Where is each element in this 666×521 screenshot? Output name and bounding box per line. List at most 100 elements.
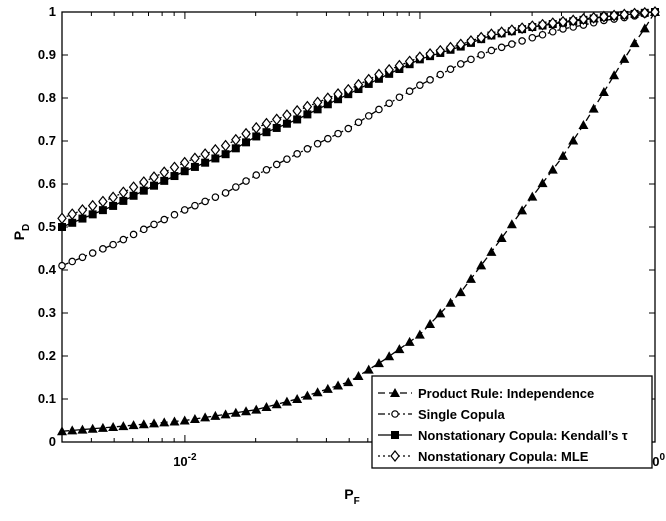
series-marker — [139, 186, 148, 195]
series-marker — [568, 14, 578, 27]
legend-marker — [390, 388, 400, 397]
series-marker — [578, 120, 589, 130]
y-axis-ticks: 0 0.1 0.2 0.3 0.4 0.5 0.6 0.7 0.8 0.9 1 — [38, 4, 655, 449]
series-marker — [467, 55, 475, 64]
series-layer — [57, 6, 660, 436]
series-marker — [292, 393, 303, 403]
series-marker — [404, 55, 415, 68]
series-marker — [445, 297, 456, 307]
series-marker — [353, 370, 364, 380]
legend-item: Single Copula — [378, 407, 505, 422]
series-marker — [384, 351, 395, 361]
series-marker — [201, 158, 210, 167]
series-marker — [496, 233, 507, 243]
series-marker — [547, 164, 558, 174]
series-marker — [404, 336, 415, 346]
series-marker — [629, 7, 640, 20]
series-marker — [139, 176, 149, 189]
series-marker — [282, 119, 291, 128]
series-marker — [609, 9, 619, 22]
series-marker — [578, 13, 589, 25]
series-marker — [507, 24, 517, 37]
series-marker — [629, 38, 640, 48]
series-marker — [261, 401, 272, 411]
series-marker — [292, 104, 302, 117]
legend-label: Nonstationary Copula: MLE — [418, 449, 589, 464]
legend-item: Product Rule: Independence — [378, 386, 594, 401]
series-marker — [241, 406, 252, 416]
y-axis-label-sub: D — [21, 224, 32, 231]
series-marker — [312, 96, 323, 109]
series-marker — [67, 208, 77, 221]
series-marker — [221, 150, 230, 159]
series-marker — [180, 167, 189, 176]
series-marker — [557, 150, 568, 160]
series-marker — [201, 197, 209, 206]
series-marker — [160, 215, 169, 224]
series-marker — [272, 160, 281, 169]
series-marker — [385, 99, 393, 108]
series-marker — [210, 143, 221, 156]
series-marker — [88, 249, 97, 257]
series-marker — [598, 87, 609, 97]
series-marker — [190, 162, 199, 171]
series-marker — [425, 318, 436, 328]
series-marker — [282, 109, 292, 122]
series-marker — [415, 51, 425, 64]
series-marker — [149, 171, 159, 184]
series-marker — [88, 210, 97, 219]
series-marker — [97, 422, 108, 432]
series-marker — [527, 20, 538, 33]
series-1 — [57, 7, 660, 436]
series-marker — [231, 144, 240, 153]
series-marker — [405, 87, 414, 96]
series-marker — [477, 51, 485, 59]
series-marker — [200, 412, 211, 422]
series-marker — [343, 83, 354, 96]
series-marker — [128, 181, 139, 194]
series-marker — [476, 31, 486, 44]
series-marker — [179, 415, 190, 425]
series-marker — [312, 387, 323, 397]
legend-marker — [391, 410, 399, 418]
y-tick-label: 0.2 — [38, 348, 56, 363]
series-marker — [414, 329, 425, 339]
legend: Product Rule: Independence Single Copula N… — [371, 375, 653, 469]
series-marker — [487, 46, 496, 55]
series-marker — [395, 93, 404, 102]
x-axis-label-main: P — [344, 486, 353, 502]
series-marker — [435, 44, 446, 57]
series-marker — [78, 214, 87, 223]
series-marker — [293, 115, 302, 124]
series-marker — [109, 240, 117, 249]
series-marker — [323, 92, 333, 105]
series-marker — [426, 76, 434, 84]
series-marker — [129, 191, 138, 200]
series-marker — [252, 132, 261, 141]
series-marker — [436, 70, 445, 79]
series-marker — [558, 15, 568, 28]
series-marker — [465, 273, 476, 283]
series-marker — [353, 78, 364, 91]
series-marker — [363, 364, 374, 374]
series-line — [61, 11, 656, 432]
series-marker — [160, 176, 169, 185]
y-tick-label: 0.8 — [38, 90, 56, 105]
series-marker — [302, 100, 313, 113]
series-marker — [271, 399, 282, 409]
series-marker — [231, 133, 241, 146]
x-axis-label-sub: F — [354, 496, 360, 507]
series-marker — [323, 100, 332, 109]
y-tick-label: 0.5 — [38, 219, 56, 234]
series-marker — [211, 154, 220, 163]
series-marker — [170, 210, 179, 219]
series-marker — [497, 43, 506, 52]
legend-items: Product Rule: Independence Single Copula N… — [378, 386, 628, 464]
series-marker — [159, 166, 170, 179]
series-marker — [333, 380, 344, 390]
series-marker — [343, 377, 354, 387]
legend-marker — [391, 431, 399, 439]
series-marker — [528, 33, 537, 42]
y-tick-label: 0.4 — [38, 262, 57, 277]
